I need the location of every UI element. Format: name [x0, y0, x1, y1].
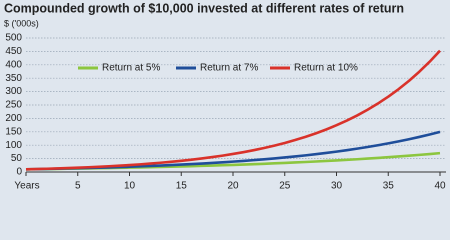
- y-tick-label: 400: [5, 59, 22, 70]
- y-tick-label: 250: [5, 100, 22, 111]
- x-tick-label: 40: [434, 181, 446, 192]
- y-tick-label: 200: [5, 113, 22, 124]
- legend-label: Return at 5%: [102, 63, 160, 74]
- y-tick-label: 500: [5, 33, 22, 44]
- chart: Compounded growth of $10,000 invested at…: [4, 1, 446, 192]
- x-tick-label: 35: [383, 181, 395, 192]
- x-tick-label: 5: [75, 181, 81, 192]
- line: [25, 49, 441, 171]
- legend-label: Return at 7%: [200, 63, 258, 74]
- page: Compounded growth of $10,000 invested at…: [4, 1, 446, 192]
- y-tick-label: 450: [5, 46, 22, 57]
- x-tick-label: 10: [124, 181, 136, 192]
- y-tick-label: 350: [5, 73, 22, 84]
- y-tick-label: 0: [16, 167, 22, 178]
- chart-title: Compounded growth of $10,000 invested at…: [4, 1, 404, 15]
- x-tick-label: 30: [331, 181, 343, 192]
- y-axis-label: $ ('000s): [4, 18, 39, 28]
- legend-label: Return at 10%: [294, 63, 358, 74]
- y-tick-label: 100: [5, 140, 22, 151]
- x-tick-label: 25: [279, 181, 291, 192]
- x-tick-label: Years: [14, 181, 39, 192]
- x-tick-label: 15: [176, 181, 188, 192]
- y-tick-label: 150: [5, 126, 22, 137]
- y-tick-label: 300: [5, 86, 22, 97]
- y-tick-label: 50: [11, 153, 23, 164]
- x-tick-label: 20: [227, 181, 239, 192]
